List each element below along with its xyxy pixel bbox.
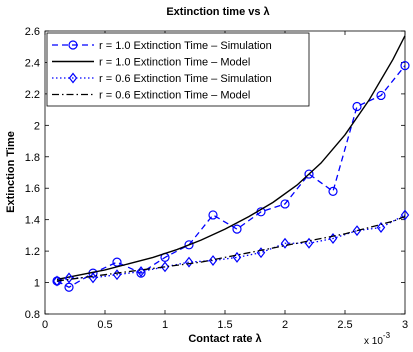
x-tick-label: 1.5 — [217, 319, 232, 331]
legend-marker — [68, 40, 78, 50]
legend-label: r = 1.0 Extinction Time – Simulation — [99, 40, 272, 52]
data-point — [280, 237, 290, 249]
y-axis-label: Extinction Time — [5, 131, 17, 213]
data-point — [376, 90, 386, 101]
series-3 — [56, 215, 406, 282]
data-point — [328, 186, 338, 196]
x-tick-label: 0 — [42, 319, 48, 331]
series-line — [56, 35, 406, 281]
chart-title: Extinction time vs λ — [166, 6, 269, 18]
data-point — [184, 256, 194, 268]
y-tick-label: 1.4 — [25, 215, 40, 227]
data-point — [184, 240, 194, 250]
x-multiplier-base: x 10 — [364, 336, 383, 347]
data-point — [304, 169, 314, 179]
data-point — [280, 199, 290, 209]
legend: r = 1.0 Extinction Time – Simulation r = … — [46, 32, 310, 107]
y-tick-label: 1.2 — [25, 246, 40, 258]
series-line — [56, 214, 406, 282]
y-tick-label: 2.4 — [25, 57, 40, 69]
data-point — [160, 261, 170, 273]
series-line — [56, 215, 406, 282]
x-tick-label: 2.5 — [337, 319, 352, 331]
y-tick-label: 2 — [34, 120, 40, 132]
x-tick-label: 1 — [162, 319, 168, 331]
y-tick-label: 2.2 — [25, 89, 40, 101]
series-line — [56, 65, 406, 289]
series-2 — [52, 209, 410, 287]
x-tick-label: 3 — [402, 319, 408, 331]
x-axis-label: Contact rate λ — [188, 333, 261, 345]
y-tick-label: 2.6 — [25, 26, 40, 38]
x-tick-label: 2 — [282, 319, 288, 331]
data-point — [352, 225, 362, 237]
data-point — [352, 101, 362, 112]
data-point — [232, 224, 242, 234]
y-tick-label: 1 — [34, 278, 40, 290]
legend-marker — [68, 72, 78, 84]
data-point — [136, 268, 146, 278]
y-tick-label: 0.8 — [25, 309, 40, 321]
data-point — [376, 222, 386, 234]
legend-box — [46, 32, 310, 107]
legend-label: r = 0.6 Extinction Time – Simulation — [99, 73, 272, 85]
legend-label: r = 0.6 Extinction Time – Model — [99, 90, 250, 102]
data-point — [64, 272, 74, 284]
x-tick-label: 0.5 — [97, 319, 112, 331]
x-axis-multiplier: x 10-3 — [364, 331, 391, 347]
data-point — [208, 210, 218, 220]
legend-label: r = 1.0 Extinction Time – Model — [99, 57, 250, 69]
data-point — [400, 209, 410, 221]
series-1 — [56, 35, 406, 281]
y-tick-label: 1.8 — [25, 152, 40, 164]
data-point — [52, 275, 62, 287]
data-point — [400, 60, 410, 71]
y-tick-label: 1.6 — [25, 183, 40, 195]
x-multiplier-exponent: -3 — [383, 331, 391, 340]
